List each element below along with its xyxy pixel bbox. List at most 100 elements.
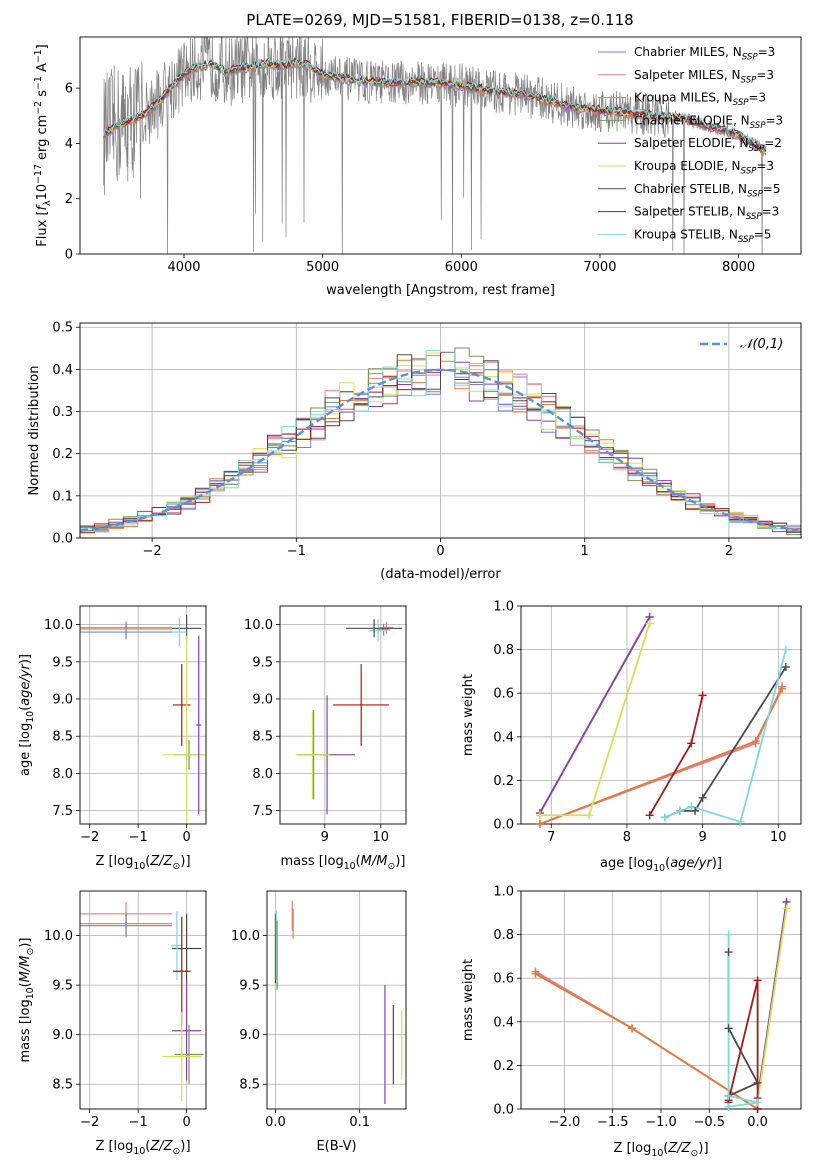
y-axis-label: Flux [fλ10−17 erg cm−2 s−1 A−1]	[33, 44, 53, 246]
observed-spectrum-line	[103, 37, 767, 254]
weight-series-line	[539, 616, 651, 814]
x-tick-label: 1	[581, 544, 589, 559]
axes-age-vs-mass: 9 10 7.5 8.0 8.5 9.0 9.5 10.0 mass [log10(M/M⊙)]	[244, 605, 407, 872]
y-tick-label: 9.0	[252, 693, 273, 708]
y-tick-label: 9.5	[239, 979, 260, 994]
y-tick-label: 9.0	[52, 693, 73, 708]
plot-area	[539, 616, 787, 824]
axes-mass-vs-EBV: 0.0 0.1 8.5 9.0 9.5 10.0 E(B-V)	[231, 890, 407, 1154]
x-tick-label: 0.1	[349, 1115, 370, 1130]
y-tick-label: 1.0	[493, 600, 514, 615]
y-tick-label: 0.2	[52, 447, 73, 462]
y-axis-label: Normed distribution	[27, 366, 42, 496]
legend-entry: Chabrier MILES, NSSP=3	[634, 45, 775, 63]
weight-series-line	[539, 623, 651, 817]
x-tick-label: −1	[129, 1115, 148, 1130]
axes-frame	[79, 36, 802, 255]
y-tick-label: 9.5	[52, 979, 73, 994]
x-axis-label: Z [log10(Z/Z⊙)]	[95, 1139, 190, 1157]
weight-marker	[724, 1024, 733, 1033]
axes-frame	[520, 890, 802, 1110]
weight-marker	[736, 817, 745, 826]
axes-frame	[79, 890, 207, 1110]
weight-marker	[535, 820, 544, 828]
weight-marker	[585, 811, 594, 820]
y-tick-label: 0.4	[493, 1015, 514, 1030]
plot-area	[80, 614, 206, 824]
model-spectrum-line	[103, 57, 767, 150]
y-tick-label: 0.8	[493, 643, 514, 658]
axes-weight-vs-age: 7 8 9 10 0.0 0.2 0.4 0.6 0.8 1.0 age [log10(age/yr…	[461, 600, 802, 874]
y-tick-label: 0.6	[493, 972, 514, 987]
x-tick-label: 7	[547, 830, 555, 845]
x-axis-label: Z [log10(Z/Z⊙)]	[95, 854, 190, 872]
weight-series-line	[727, 934, 758, 1108]
x-tick-label: −2	[80, 830, 99, 845]
y-tick-label: 9.0	[239, 1028, 260, 1043]
legend-entry: 𝒩(0,1)	[740, 337, 783, 352]
y-tick-label: 0	[65, 248, 73, 263]
y-tick-label: 0.2	[493, 774, 514, 789]
x-tick-label: 9	[698, 830, 706, 845]
y-tick-label: 8.0	[52, 767, 73, 782]
weight-marker	[691, 806, 700, 815]
x-tick-label: 0	[182, 1115, 190, 1130]
y-tick-label: 0.8	[493, 928, 514, 943]
weight-marker	[660, 813, 669, 822]
y-axis-label: mass weight	[461, 674, 476, 756]
y-tick-label: 8.5	[52, 1078, 73, 1093]
legend-entry: Kroupa ELODIE, NSSP=3	[634, 159, 774, 177]
y-tick-label: 10.0	[244, 618, 273, 633]
x-axis-label: E(B-V)	[316, 1139, 356, 1154]
x-tick-label: 10	[770, 830, 787, 845]
x-tick-label: 2	[725, 544, 733, 559]
weight-marker	[724, 948, 733, 957]
x-tick-label: −2	[143, 544, 162, 559]
x-tick-label: 0	[182, 830, 190, 845]
x-tick-label: −0.5	[693, 1115, 725, 1130]
y-tick-label: 7.5	[52, 804, 73, 819]
x-axis-label: Z [log10(Z/Z⊙)]	[613, 1141, 708, 1159]
y-tick-label: 0.6	[493, 687, 514, 702]
x-tick-label: 4000	[167, 260, 200, 275]
y-tick-label: 0.1	[52, 489, 73, 504]
x-tick-label: −2	[80, 1115, 99, 1130]
x-tick-label: −2.0	[549, 1115, 581, 1130]
y-tick-label: 0.4	[493, 730, 514, 745]
legend-entry: Kroupa STELIB, NSSP=5	[634, 227, 771, 245]
legend-entry: Salpeter ELODIE, NSSP=2	[634, 136, 782, 154]
y-tick-label: 0.0	[493, 1103, 514, 1118]
weight-marker	[645, 619, 654, 628]
y-tick-label: 10.0	[231, 929, 260, 944]
axes-age-vs-Z: −2 −1 0 7.5 8.0 8.5 9.0 9.5 10.0 Z [log10(Z/Z⊙)] a…	[18, 605, 207, 872]
weight-series-line	[648, 695, 704, 816]
axes-spectrum: 4000 5000 6000 7000 8000 0 2 4 6 wavelength [Angs…	[33, 36, 802, 298]
x-axis-label: age [log10(age/yr)]	[600, 856, 722, 874]
weight-marker	[724, 1091, 733, 1100]
axes-mass-vs-Z: −2 −1 0 8.5 9.0 9.5 10.0 Z [log10(Z/Z⊙)] mass [l…	[18, 890, 207, 1157]
axes-frame	[79, 322, 802, 539]
plot-area	[80, 901, 204, 1102]
weight-marker	[724, 930, 733, 939]
x-tick-label: 0	[436, 544, 444, 559]
y-tick-label: 0.5	[52, 321, 73, 336]
x-tick-label: 5000	[306, 260, 339, 275]
legend-entry: Chabrier ELODIE, NSSP=3	[634, 113, 783, 131]
x-tick-label: 9	[321, 830, 329, 845]
x-tick-label: −1	[129, 830, 148, 845]
y-tick-label: 9.5	[252, 655, 273, 670]
y-tick-label: 2	[65, 192, 73, 207]
weight-marker	[724, 1102, 733, 1111]
x-tick-label: 8	[623, 830, 631, 845]
x-tick-label: 7000	[583, 260, 616, 275]
axes-residuals: −2 −1 0 1 2 0.0 0.1 0.2 0.3 0.4 0.5 𝒩(0,1) (data-mod…	[27, 321, 802, 582]
y-axis-label: mass [log10(M/M⊙)]	[18, 938, 36, 1063]
x-axis-label: (data-model)/error	[380, 567, 501, 582]
legend-entry: Chabrier STELIB, NSSP=5	[634, 182, 781, 200]
x-tick-label: 0.0	[265, 1115, 286, 1130]
y-tick-label: 0.3	[52, 405, 73, 420]
weight-marker	[781, 663, 790, 672]
weight-marker	[753, 976, 762, 985]
weight-series-line	[756, 908, 788, 1103]
x-tick-label: −1.5	[597, 1115, 629, 1130]
